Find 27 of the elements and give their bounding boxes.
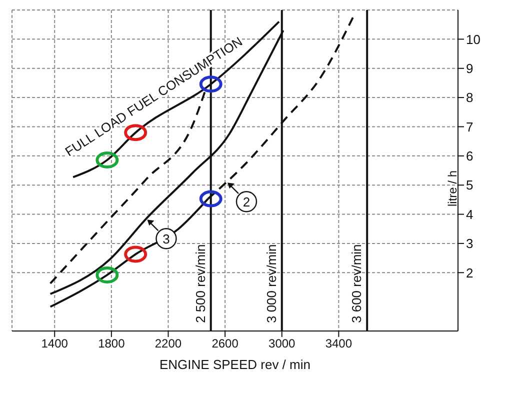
ref-line-label: 3 000 rev/min (264, 244, 279, 323)
y-tick-label: 7 (466, 119, 474, 134)
y-tick-label: 8 (466, 90, 474, 106)
y-axis-title: litre / h (445, 170, 460, 207)
x-tick-label: 2200 (154, 336, 182, 351)
y-tick-label: 4 (466, 206, 474, 222)
y-tick-label: 3 (466, 236, 474, 252)
point (124, 124, 148, 142)
ref-line-label: 2 500 rev/min (192, 244, 208, 323)
x-tick-label: 3400 (325, 336, 352, 351)
annotation: 3 (162, 232, 170, 247)
y-tick-label: 6 (466, 148, 474, 164)
ref-line-label: 3 600 rev/min (349, 244, 364, 323)
x-tick-label: 1400 (41, 336, 68, 351)
y-tick-label: 2 (466, 265, 474, 280)
x-tick-label: 1800 (98, 336, 126, 351)
x-tick-label: 2600 (212, 336, 239, 351)
x-axis-title: ENGINE SPEED rev / min (160, 357, 310, 372)
point (96, 151, 119, 168)
y-tick-label: 5 (466, 178, 474, 193)
y-tick-label: 10 (466, 32, 480, 47)
point (96, 266, 119, 284)
y-tick-label: 9 (466, 60, 474, 76)
annotation: 2 (242, 194, 250, 210)
x-tick-label: 3000 (268, 336, 296, 351)
point (124, 246, 148, 263)
point (199, 190, 222, 208)
